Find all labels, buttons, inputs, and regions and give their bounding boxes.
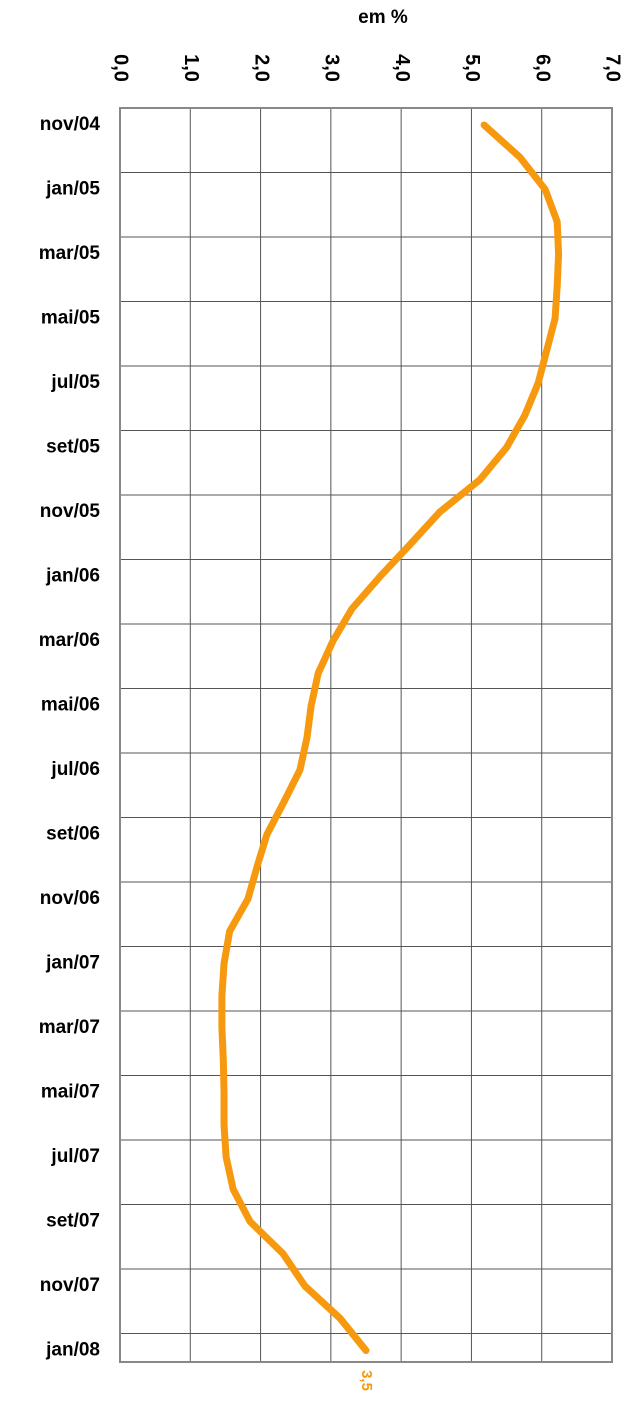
y-tick-label: set/05 bbox=[46, 437, 100, 458]
axis-title: em % bbox=[358, 7, 408, 28]
y-tick-label: jul/06 bbox=[50, 759, 100, 780]
y-tick-label: mar/05 bbox=[39, 243, 101, 264]
x-tick-label: 1,0 bbox=[180, 54, 202, 82]
plot-frame bbox=[119, 107, 613, 1363]
y-tick-label: mai/05 bbox=[41, 308, 101, 329]
line bbox=[218, 121, 563, 1354]
y-tick-label: jan/06 bbox=[45, 566, 100, 587]
x-tick-label: 0,0 bbox=[110, 54, 132, 82]
y-tick-label: nov/04 bbox=[40, 114, 101, 135]
x-tick-label: 5,0 bbox=[461, 54, 483, 82]
y-tick-label: mai/06 bbox=[41, 695, 100, 716]
y-tick-label: jan/05 bbox=[45, 179, 100, 200]
data-label: 3,5 bbox=[358, 1370, 375, 1391]
y-tick-label: set/06 bbox=[46, 824, 100, 845]
y-tick-label: mar/06 bbox=[39, 630, 100, 651]
y-tick-label: jul/07 bbox=[50, 1146, 100, 1167]
y-tick-label: mar/07 bbox=[39, 1017, 100, 1038]
x-tick-label: 4,0 bbox=[391, 54, 413, 82]
y-tick-label: mai/07 bbox=[41, 1082, 100, 1103]
y-tick-label: jul/05 bbox=[50, 372, 100, 393]
y-tick-label: nov/07 bbox=[40, 1275, 100, 1296]
y-tick-label: nov/05 bbox=[40, 501, 101, 522]
y-tick-label: jan/08 bbox=[45, 1340, 100, 1361]
x-tick-label: 6,0 bbox=[531, 54, 553, 82]
x-tick-label: 3,0 bbox=[321, 54, 343, 82]
x-tick-label: 7,0 bbox=[602, 54, 624, 82]
y-tick-label: jan/07 bbox=[45, 953, 100, 974]
y-tick-label: nov/06 bbox=[40, 888, 100, 909]
x-tick-label: 2,0 bbox=[250, 54, 272, 82]
y-tick-label: set/07 bbox=[46, 1211, 100, 1232]
